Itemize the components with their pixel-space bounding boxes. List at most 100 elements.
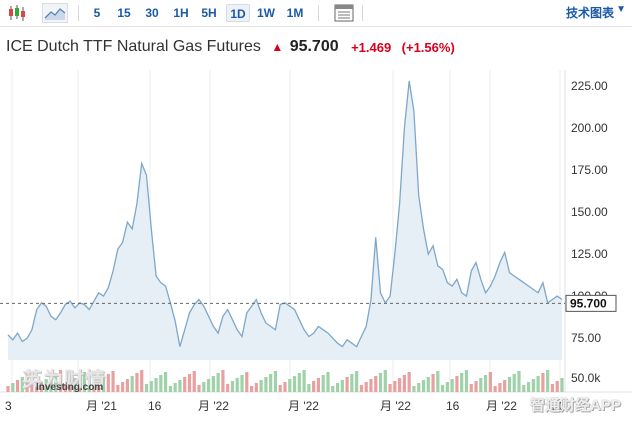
volume-bar — [388, 384, 392, 392]
volume-bar — [431, 374, 435, 392]
area-chart-icon[interactable] — [42, 3, 68, 23]
volume-bar — [536, 376, 540, 392]
volume-bar — [15, 380, 20, 392]
volume-bar — [507, 377, 512, 392]
chevron-down-icon[interactable]: ▼ — [616, 4, 626, 15]
instrument-name: ICE Dutch TTF Natural Gas Futures — [6, 38, 261, 55]
volume-bar — [130, 376, 134, 392]
volume-bar — [197, 385, 201, 392]
volume-tick-label: 50.0k — [571, 371, 601, 385]
volume-bar — [364, 382, 368, 392]
volume-bar — [73, 378, 77, 392]
x-tick-label: 3 — [5, 399, 12, 413]
interval-5h[interactable]: 5H — [201, 6, 217, 20]
y-axis: 225.00200.00175.00150.00125.00100.0075.0… — [571, 79, 608, 345]
volume-bar — [412, 386, 416, 392]
volume-bar — [230, 381, 235, 392]
interval-30[interactable]: 30 — [145, 6, 159, 20]
volume-bar — [455, 376, 459, 392]
volume-bar — [493, 386, 497, 392]
volume-bar — [483, 375, 488, 392]
volume-bar — [164, 372, 168, 392]
volume-bar — [44, 379, 48, 392]
volume-bar — [106, 374, 110, 392]
interval-1m[interactable]: 1M — [286, 6, 304, 20]
volume-bar — [168, 386, 172, 392]
technical-chart-link[interactable]: 技术图表 — [565, 6, 614, 20]
volume-bar — [202, 382, 206, 392]
toolbar-divider — [78, 5, 79, 21]
volume-bar — [302, 370, 306, 392]
volume-bar — [226, 384, 230, 392]
volume-bar — [140, 370, 144, 392]
volume-bar — [460, 373, 464, 392]
volume-bar — [307, 384, 311, 392]
volume-bar — [92, 383, 96, 392]
interval-15[interactable]: 15 — [117, 6, 131, 20]
last-price: 95.700 — [289, 38, 339, 55]
volume-bar — [393, 381, 397, 392]
watermark-app: 智通财经APP — [530, 397, 621, 414]
interval-1w[interactable]: 1W — [257, 6, 275, 20]
volume-bar — [312, 381, 316, 392]
volume-bar — [97, 380, 101, 392]
volume-bar — [269, 374, 273, 392]
volume-bar — [82, 372, 87, 392]
volume-bar — [526, 382, 531, 392]
volume-bar — [125, 379, 129, 392]
volume-bar — [378, 373, 383, 392]
volume-bar — [326, 372, 330, 392]
volume-bar — [560, 378, 564, 392]
y-tick-label: 150.00 — [571, 205, 608, 219]
volume-bar — [54, 373, 58, 392]
volume-bar — [39, 382, 44, 392]
volume-bar — [469, 384, 473, 392]
volume-bar — [350, 374, 354, 392]
interval-5[interactable]: 5 — [93, 6, 101, 20]
volume-bar — [374, 376, 378, 392]
volume-bar — [144, 384, 149, 392]
volume-bar — [192, 371, 196, 392]
volume-bar — [149, 381, 153, 392]
volume-bar — [541, 373, 545, 392]
volume-bar — [407, 372, 411, 392]
last-price-marker-label: 95.700 — [570, 296, 607, 310]
volume-bar — [359, 385, 364, 392]
volume-bar — [245, 372, 249, 392]
volume-bar — [450, 379, 454, 392]
toolbar-divider — [362, 5, 363, 21]
volume-bar — [369, 379, 373, 392]
volume-bar — [517, 371, 521, 392]
x-tick-label: 16 — [148, 399, 162, 413]
volume-bar — [111, 371, 115, 392]
candlestick-icon[interactable] — [6, 3, 28, 23]
volume-bar — [436, 371, 440, 392]
x-tick-label: 月 '22 — [380, 399, 411, 413]
volume-bar — [20, 377, 24, 392]
interval-1h[interactable]: 1H — [173, 6, 189, 20]
volume-bar — [183, 377, 187, 392]
volume-bar — [178, 380, 182, 392]
volume-bar — [512, 374, 516, 392]
y-tick-label: 125.00 — [571, 247, 608, 261]
volume-bar — [321, 375, 325, 392]
volume-bar — [206, 379, 211, 392]
volume-bar — [35, 385, 39, 392]
volume-bar — [221, 370, 225, 392]
watermark-brand-cn: 英为财情 — [22, 369, 106, 391]
volume-bar — [383, 370, 387, 392]
volume-bar — [159, 375, 163, 392]
volume-bar — [445, 382, 449, 392]
volume-bar — [464, 370, 469, 392]
toolbar-divider — [318, 5, 319, 21]
table-icon[interactable] — [333, 3, 355, 23]
y-tick-label: 225.00 — [571, 79, 608, 93]
volume-bar — [121, 382, 125, 392]
volume-bar — [254, 383, 258, 392]
volume-bar — [550, 384, 555, 392]
volume-bar — [555, 381, 559, 392]
volume-bar — [297, 373, 301, 392]
interval-1d[interactable]: 1D — [226, 4, 250, 22]
instrument-header: ICE Dutch TTF Natural Gas Futures ▲ 95.7… — [6, 38, 455, 60]
